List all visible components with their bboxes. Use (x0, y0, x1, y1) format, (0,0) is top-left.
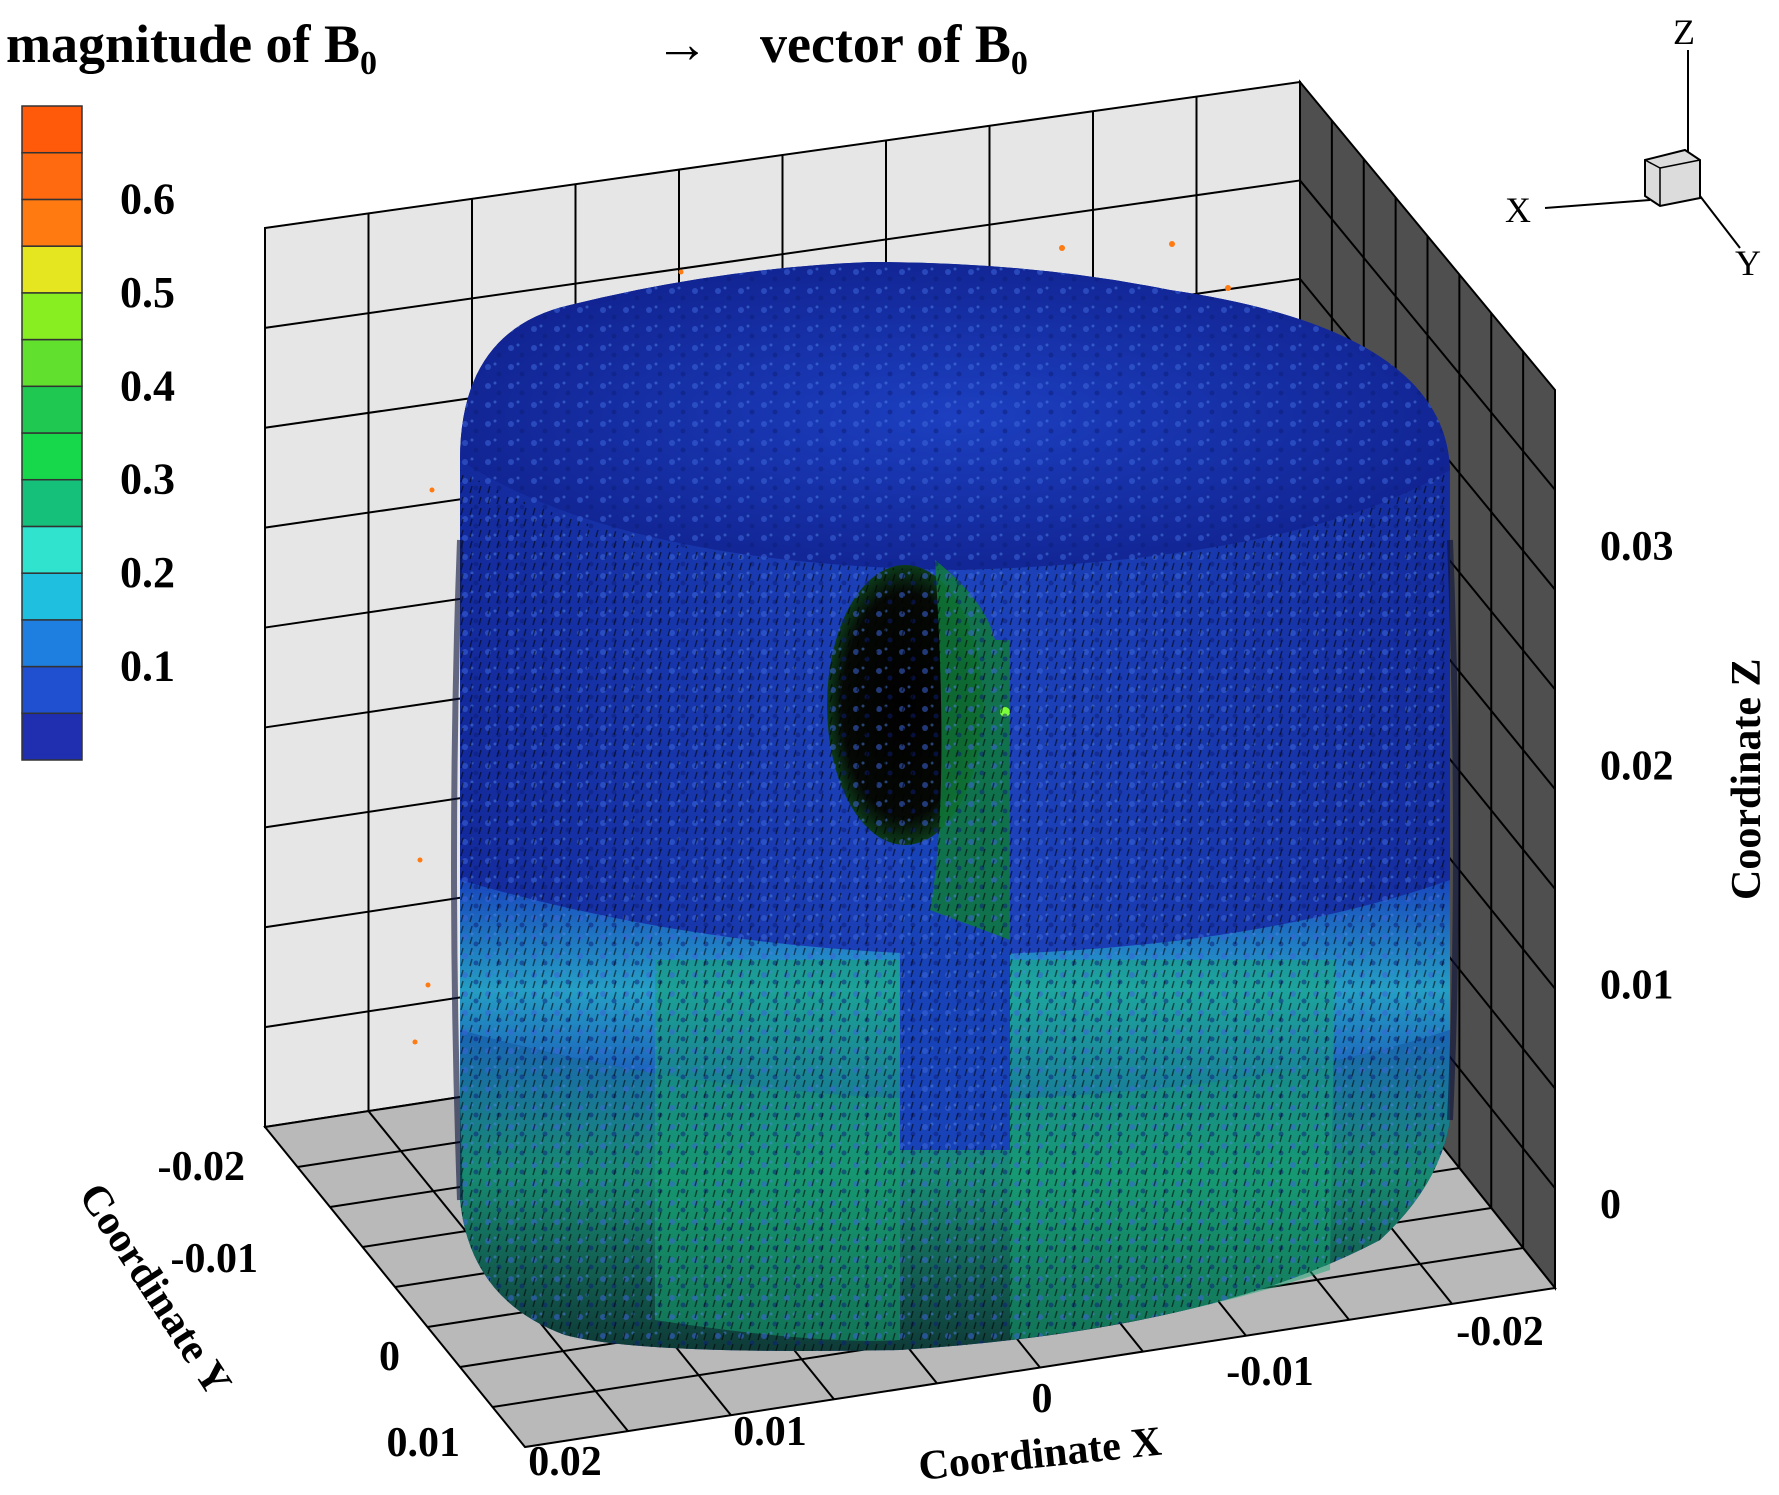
vector-label: vector of B0 (760, 14, 1028, 82)
colorbar-swatch (21, 292, 83, 341)
z-tick-label: 0.02 (1600, 743, 1674, 789)
colorbar-tick-label: 0.2 (120, 548, 175, 597)
x-axis-title: Coordinate X (916, 1419, 1163, 1490)
y-tick-label: 0 (379, 1334, 400, 1380)
x-tick-label: 0.02 (528, 1439, 602, 1485)
colorbar-swatches (21, 105, 83, 761)
colorbar-swatch (21, 478, 83, 528)
colorbar-swatch (21, 432, 83, 481)
cylinder-surface (451, 262, 1459, 1351)
y-tick-label: -0.01 (171, 1236, 259, 1282)
z-tick-label: 0 (1600, 1182, 1621, 1228)
colorbar-swatch (21, 385, 83, 434)
colorbar-swatch (21, 525, 83, 574)
grid-line (1299, 179, 1556, 491)
header: magnitude of B0 → vector of B0 (6, 14, 1028, 82)
x-tick-label: 0 (1032, 1376, 1053, 1422)
x-tick-label: 0.01 (733, 1409, 807, 1455)
colorbar-swatch (21, 245, 83, 294)
grid-line (264, 179, 1301, 329)
x-tick-label: -0.02 (1456, 1309, 1544, 1355)
colorbar-swatch (21, 665, 83, 715)
colorbar-tick-label: 0.6 (120, 174, 175, 223)
y-tick-label: 0.01 (387, 1420, 461, 1466)
colorbar-swatch (21, 572, 83, 621)
colorbar-tick-label: 0.5 (120, 268, 175, 317)
z-tick-label: 0.01 (1600, 963, 1674, 1009)
triad-y-label: Y (1735, 243, 1761, 283)
y-tick-label: -0.02 (158, 1144, 246, 1190)
z-axis-title: Coordinate Z (1724, 659, 1770, 901)
triad-x-label: X (1505, 190, 1531, 230)
colorbar-tick-label: 0.4 (120, 361, 175, 410)
colorbar-swatch (21, 338, 83, 388)
triad-z-label: Z (1673, 12, 1695, 52)
colorbar-tick-label: 0.1 (120, 642, 175, 691)
colorbar-swatch (21, 151, 83, 201)
z-tick-label: 0.03 (1600, 524, 1674, 570)
colorbar-tick-labels: 0.6 0.5 0.4 0.3 0.2 0.1 (120, 174, 175, 690)
z-axis-ticks: 0 0.01 0.02 0.03 (1600, 524, 1674, 1228)
colorbar-swatch (21, 619, 83, 668)
colorbar-swatch (21, 198, 83, 247)
x-tick-label: -0.01 (1226, 1349, 1314, 1395)
colorbar-swatch (21, 105, 83, 154)
vector-arrow: → (655, 14, 709, 74)
y-axis-ticks: -0.02 -0.01 0 0.01 (158, 1144, 461, 1466)
y-axis-title: Coordinate Y (70, 1175, 241, 1403)
axis-triad: Z X Y (1505, 12, 1761, 283)
x-axis-ticks: 0.02 0.01 0 -0.01 -0.02 (528, 1309, 1544, 1485)
magnitude-label: magnitude of B0 (6, 14, 377, 82)
colorbar-swatch (21, 712, 83, 761)
colorbar: 0.6 0.5 0.4 0.3 0.2 0.1 (21, 105, 175, 761)
colorbar-tick-label: 0.3 (120, 455, 175, 504)
